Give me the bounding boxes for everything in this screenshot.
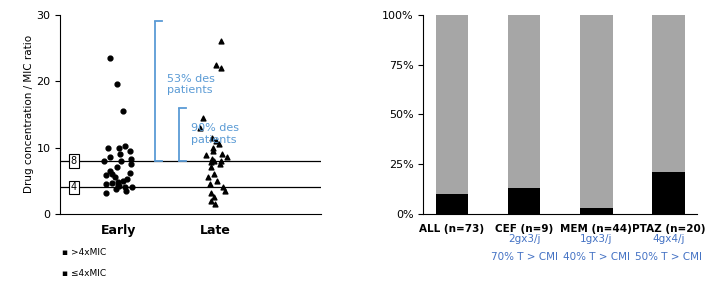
Point bbox=[113, 180, 124, 184]
Bar bbox=[652, 15, 685, 172]
Text: 4gx4/j: 4gx4/j bbox=[652, 234, 685, 244]
Text: 53% des
patients: 53% des patients bbox=[166, 74, 215, 95]
Point bbox=[213, 142, 224, 147]
Point bbox=[120, 144, 131, 148]
Point bbox=[118, 109, 129, 113]
Point bbox=[207, 135, 218, 140]
Point bbox=[205, 190, 217, 195]
Bar bbox=[435, 15, 468, 194]
Point bbox=[104, 168, 115, 173]
Bar bbox=[580, 208, 612, 214]
Text: 2gx3/j: 2gx3/j bbox=[508, 234, 540, 244]
Point bbox=[125, 162, 137, 166]
Point bbox=[207, 145, 219, 150]
Point bbox=[100, 173, 111, 178]
Point bbox=[104, 56, 115, 60]
Point bbox=[105, 180, 117, 185]
Point bbox=[112, 82, 123, 87]
Legend: >4xMIC, ≤4xMIC: >4xMIC, ≤4xMIC bbox=[705, 88, 708, 121]
Point bbox=[217, 185, 229, 190]
Point bbox=[127, 185, 138, 190]
Point bbox=[109, 175, 120, 180]
Bar bbox=[508, 15, 540, 188]
Point bbox=[125, 170, 136, 175]
Point bbox=[204, 182, 215, 187]
Text: 4: 4 bbox=[71, 182, 76, 192]
Point bbox=[100, 182, 111, 187]
Y-axis label: Drug concentration / MIC ratio: Drug concentration / MIC ratio bbox=[23, 35, 33, 193]
Point bbox=[208, 158, 219, 163]
Point bbox=[105, 155, 116, 160]
Point bbox=[119, 185, 130, 190]
Point bbox=[202, 175, 214, 180]
Text: 70% T > CMI: 70% T > CMI bbox=[491, 252, 558, 262]
Point bbox=[125, 148, 136, 153]
Point bbox=[216, 158, 227, 163]
Point bbox=[114, 152, 125, 157]
Point bbox=[115, 158, 127, 163]
Point bbox=[114, 184, 125, 188]
Point bbox=[205, 160, 217, 165]
Point bbox=[118, 178, 129, 183]
Point bbox=[113, 145, 125, 150]
Bar bbox=[580, 15, 612, 208]
Point bbox=[209, 195, 220, 200]
Text: ▪ >4xMIC: ▪ >4xMIC bbox=[62, 248, 106, 257]
Text: 1gx3/j: 1gx3/j bbox=[580, 234, 612, 244]
Point bbox=[121, 177, 132, 182]
Point bbox=[215, 39, 227, 44]
Point bbox=[205, 198, 217, 203]
Point bbox=[208, 172, 219, 176]
Point bbox=[215, 66, 227, 70]
Bar bbox=[652, 172, 685, 214]
Point bbox=[207, 157, 218, 161]
Point bbox=[212, 178, 223, 183]
Text: 90% des
patients: 90% des patients bbox=[190, 124, 239, 145]
Text: 8: 8 bbox=[71, 156, 76, 166]
Bar bbox=[435, 194, 468, 214]
Point bbox=[205, 165, 217, 170]
Text: 40% T > CMI: 40% T > CMI bbox=[563, 252, 630, 262]
Point bbox=[219, 188, 230, 193]
Point bbox=[102, 145, 113, 150]
Point bbox=[209, 201, 220, 206]
Point bbox=[111, 165, 122, 170]
Point bbox=[125, 157, 137, 161]
Point bbox=[110, 186, 122, 191]
Point bbox=[101, 190, 112, 195]
Point bbox=[120, 188, 132, 193]
Point bbox=[217, 152, 228, 157]
Text: 50% T > CMI: 50% T > CMI bbox=[635, 252, 702, 262]
Point bbox=[99, 158, 110, 163]
Point bbox=[214, 162, 225, 166]
Point bbox=[221, 155, 232, 160]
Point bbox=[210, 138, 222, 143]
Point bbox=[113, 183, 124, 188]
Point bbox=[207, 148, 218, 153]
Point bbox=[195, 125, 206, 130]
Point bbox=[210, 62, 222, 67]
Text: ▪ ≤4xMIC: ▪ ≤4xMIC bbox=[62, 269, 105, 278]
Point bbox=[198, 115, 209, 120]
Bar bbox=[508, 188, 540, 214]
Point bbox=[200, 153, 212, 158]
Point bbox=[106, 172, 118, 176]
